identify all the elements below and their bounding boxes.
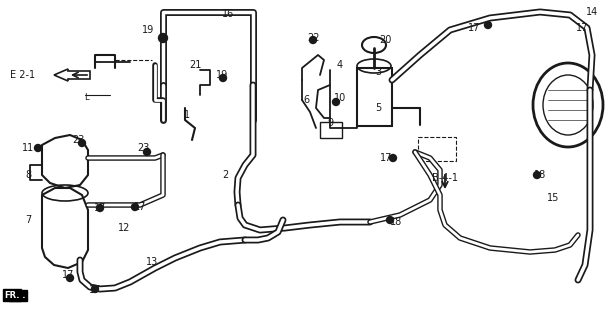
Text: 17: 17 [89, 285, 101, 295]
Circle shape [78, 140, 86, 147]
Text: 17: 17 [134, 202, 146, 212]
Text: 23: 23 [137, 143, 149, 153]
Text: 10: 10 [334, 93, 346, 103]
Text: FR.: FR. [10, 291, 26, 300]
Text: 11: 11 [22, 143, 34, 153]
Text: 8: 8 [25, 170, 31, 180]
Text: 17: 17 [94, 203, 106, 213]
Text: 5: 5 [375, 103, 381, 113]
Text: 9: 9 [327, 118, 333, 128]
Text: 4: 4 [337, 60, 343, 70]
Circle shape [390, 155, 396, 162]
Text: 3: 3 [375, 67, 381, 77]
Circle shape [219, 75, 227, 82]
Circle shape [485, 21, 491, 28]
Text: 22: 22 [307, 33, 319, 43]
Text: 2: 2 [222, 170, 228, 180]
Text: 18: 18 [534, 170, 546, 180]
Text: 1: 1 [184, 110, 190, 120]
Circle shape [533, 172, 541, 179]
Text: 17: 17 [380, 153, 392, 163]
Circle shape [333, 99, 339, 106]
Text: 17: 17 [62, 270, 74, 280]
Text: 18: 18 [390, 217, 402, 227]
Circle shape [131, 204, 139, 211]
Text: L: L [84, 92, 88, 101]
Circle shape [143, 148, 151, 156]
Bar [418, 137, 456, 161]
Bar [357, 68, 392, 126]
Text: 14: 14 [586, 7, 598, 17]
Text: E 2-1: E 2-1 [10, 70, 35, 80]
Text: 19: 19 [142, 25, 154, 35]
Text: 20: 20 [379, 35, 391, 45]
Text: 17: 17 [576, 23, 588, 33]
FancyArrow shape [54, 69, 90, 81]
Circle shape [35, 145, 41, 151]
Text: 21: 21 [189, 60, 201, 70]
Text: FR.: FR. [4, 291, 19, 300]
Text: 7: 7 [25, 215, 31, 225]
Circle shape [91, 285, 98, 292]
Text: 16: 16 [222, 9, 234, 19]
Text: B-4-1: B-4-1 [432, 173, 458, 183]
Circle shape [309, 36, 317, 44]
Circle shape [66, 275, 74, 282]
Text: 17: 17 [468, 23, 480, 33]
Text: 15: 15 [547, 193, 559, 203]
Text: 6: 6 [303, 95, 309, 105]
Circle shape [159, 34, 167, 43]
Circle shape [387, 217, 393, 223]
Text: 19: 19 [216, 70, 228, 80]
Text: 13: 13 [146, 257, 158, 267]
Circle shape [97, 204, 103, 212]
Text: 12: 12 [118, 223, 130, 233]
Bar [320, 122, 342, 138]
Text: 23: 23 [72, 135, 84, 145]
